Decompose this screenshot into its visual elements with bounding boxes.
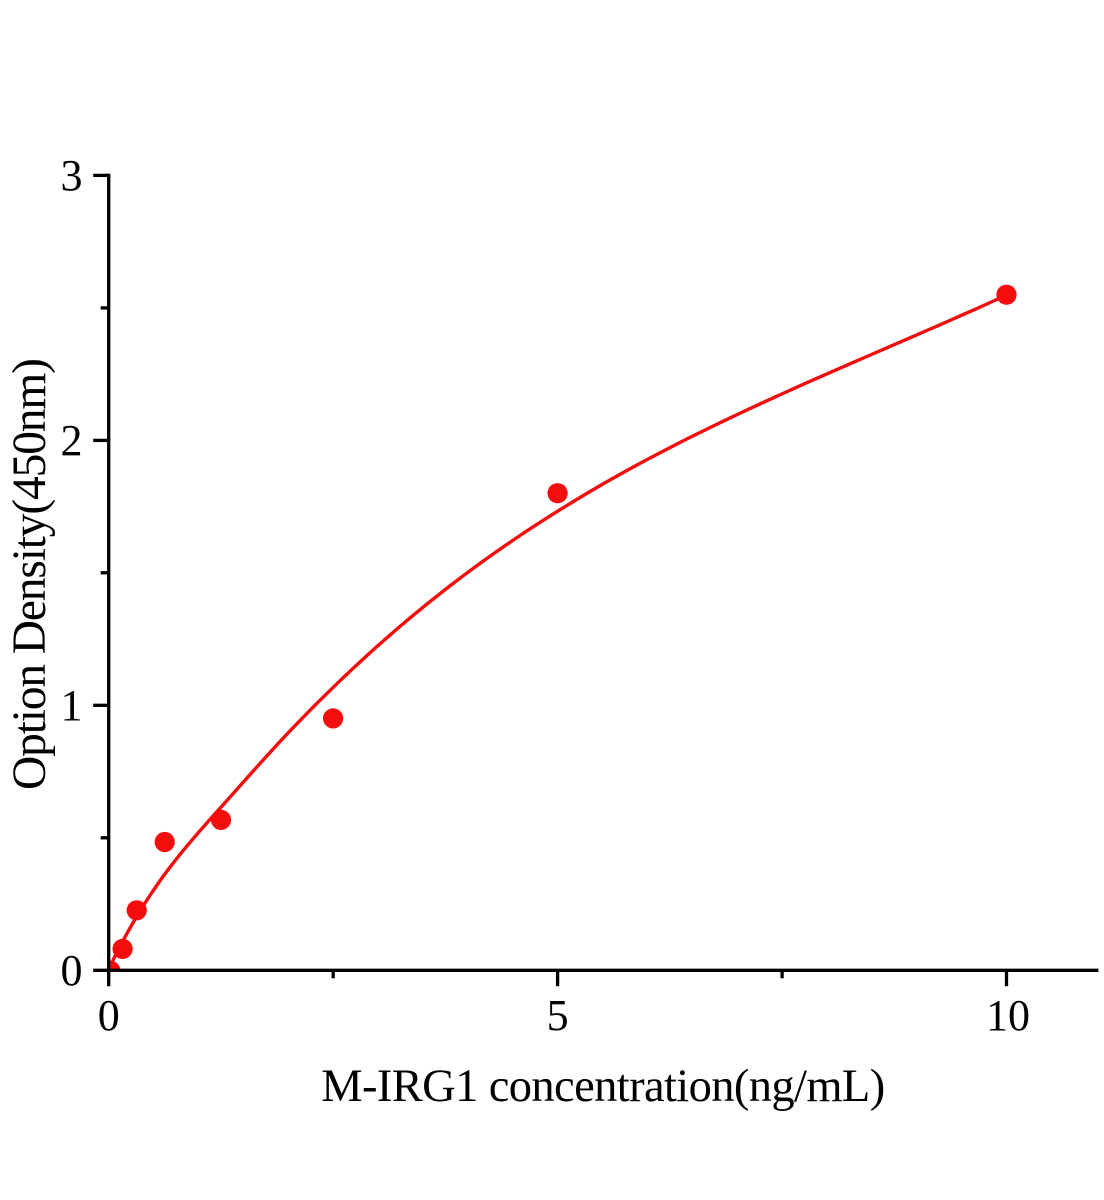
svg-text:5: 5 xyxy=(547,991,569,1040)
svg-text:1: 1 xyxy=(61,681,83,730)
svg-text:2: 2 xyxy=(61,416,83,465)
svg-text:10: 10 xyxy=(986,991,1030,1040)
svg-text:0: 0 xyxy=(98,991,120,1040)
svg-text:M-IRG1 concentration(ng/mL): M-IRG1 concentration(ng/mL) xyxy=(321,1061,885,1112)
svg-text:Option Density(450nm): Option Density(450nm) xyxy=(4,358,56,790)
svg-text:3: 3 xyxy=(61,151,83,200)
svg-text:0: 0 xyxy=(61,946,83,995)
